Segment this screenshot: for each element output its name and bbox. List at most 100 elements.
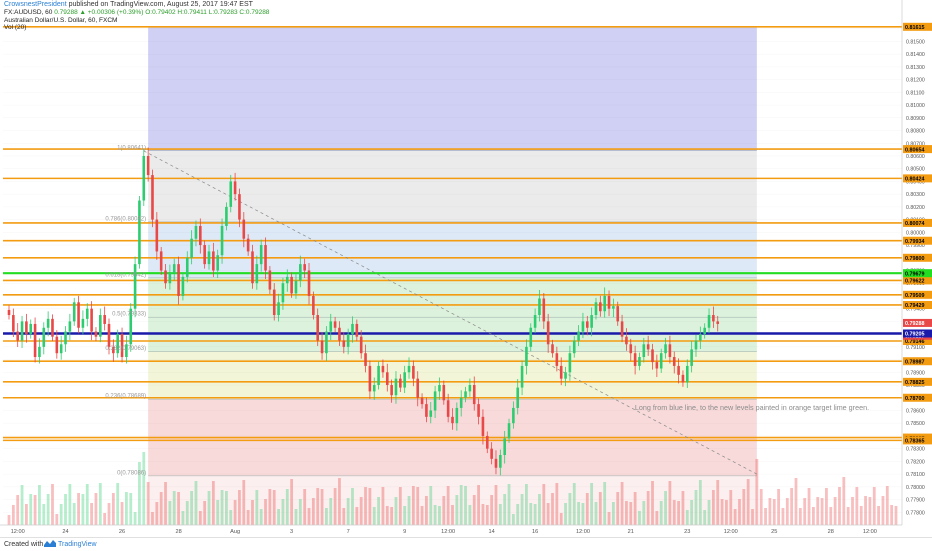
candle-body — [433, 391, 437, 411]
volume-bar — [351, 488, 354, 525]
quote-values: 0.79288 ▲ +0.00306 (+0.39%) O:0.79402 H:… — [54, 9, 270, 16]
volume-bar — [507, 484, 511, 525]
candle-body — [507, 423, 511, 439]
dashed-trend-line — [143, 150, 758, 475]
volume-bar — [472, 495, 476, 525]
price-chart[interactable]: 1(0.80641) 0.786(0.80082) 0.618(0.79642) 0.… — [0, 0, 932, 537]
volume-bar — [398, 487, 402, 525]
candle-body — [585, 321, 589, 328]
x-tick-label: 12:00 — [724, 529, 738, 535]
candle-body — [25, 321, 28, 335]
candle-body — [155, 219, 159, 252]
candle-body — [472, 385, 476, 405]
volume-bar — [372, 507, 376, 525]
candle-body — [203, 245, 206, 265]
candle-body — [12, 315, 15, 332]
volume-bar — [464, 486, 467, 525]
candle-body — [642, 344, 646, 358]
x-tick-label: 7 — [347, 529, 350, 535]
candle-body — [381, 365, 385, 373]
candle-body — [190, 238, 193, 258]
volume-bar — [433, 505, 437, 525]
orange-price-tag-bg — [903, 218, 932, 227]
candle-body — [107, 323, 111, 347]
candle-body — [51, 318, 54, 337]
volume-bar — [738, 499, 741, 525]
candle-body — [172, 264, 176, 274]
y-tick-label: 0.81000 — [906, 103, 925, 109]
volume-bar — [868, 497, 872, 525]
orange-price-tag: 0.80424 — [905, 177, 925, 183]
volume-bar — [811, 507, 815, 525]
quote-line: FX:AUDUSD, 60 0.79288 ▲ +0.00306 (+0.39%… — [4, 9, 269, 17]
candle-body — [29, 323, 33, 335]
candle-body — [307, 270, 311, 296]
volume-bar — [242, 480, 246, 525]
candle-body — [638, 357, 641, 366]
volume-bar — [851, 497, 854, 525]
volume-bar — [311, 498, 315, 525]
symbol-description: Australian Dollar/U.S. Dollar, 60, FXCM — [4, 16, 118, 24]
volume-bar — [68, 484, 72, 525]
candle-body — [668, 344, 672, 358]
current-price-tag-bg — [903, 318, 932, 327]
volume-bar — [64, 494, 67, 525]
volume-label[interactable]: Vol (20) — [4, 24, 27, 31]
volume-bar — [603, 482, 607, 525]
candle-body — [503, 438, 506, 456]
volume-bar — [577, 502, 580, 525]
lime-price-tag: 0.79679 — [905, 271, 925, 277]
volume-bar — [777, 489, 781, 525]
candle-body — [290, 276, 293, 294]
x-tick-label: 12:00 — [441, 529, 455, 535]
y-tick-label: 0.81400 — [906, 52, 925, 58]
candle-body — [481, 416, 485, 436]
fib-label-3: 0.5(0.79333) — [112, 312, 146, 318]
y-tick-label: 0.78800 — [906, 383, 925, 389]
volume-bar — [172, 491, 176, 525]
candle-body — [325, 331, 328, 354]
author-name[interactable]: CrowsnestPresident — [4, 1, 67, 8]
orange-price-tag: 0.78825 — [905, 380, 925, 386]
candle-body — [351, 323, 354, 335]
candle-body — [694, 340, 698, 350]
fib-zone-7 — [148, 475, 757, 525]
volume-bar — [107, 503, 111, 525]
candle-body — [703, 327, 706, 335]
symbol-label[interactable]: FX:AUDUSD, 60 — [4, 9, 53, 16]
volume-bar — [429, 486, 433, 525]
time-axis-bg — [0, 525, 932, 537]
candle-body — [207, 251, 211, 265]
volume-bar — [846, 507, 850, 525]
candle-body — [146, 155, 150, 176]
candle-body — [646, 344, 650, 350]
candle-body — [485, 435, 489, 449]
candle-body — [594, 302, 598, 316]
candle-body — [464, 391, 467, 398]
y-tick-label: 0.81200 — [906, 78, 925, 84]
volume-bar — [685, 510, 689, 525]
orange-price-tag: 0.80654 — [905, 147, 925, 153]
volume-bar — [616, 492, 620, 525]
candle-body — [459, 397, 463, 408]
candle-body — [81, 318, 85, 328]
candle-body — [512, 407, 515, 424]
x-tick-label: 12:00 — [863, 529, 877, 535]
y-tick-label: 0.80700 — [906, 141, 925, 147]
volume-bar — [664, 491, 667, 525]
orange-price-tag: 0.78987 — [905, 359, 925, 365]
volume-bar — [555, 483, 559, 525]
candle-body — [707, 315, 711, 328]
candle-body — [607, 295, 611, 309]
orange-price-tag: 0.79800 — [905, 256, 925, 262]
x-tick-label: 12:00 — [11, 529, 25, 535]
y-tick-label: 0.78900 — [906, 370, 925, 376]
volume-bar — [225, 491, 228, 525]
volume-bar — [559, 513, 563, 525]
candle-body — [672, 357, 676, 366]
tradingview-brand[interactable]: TradingView — [58, 541, 97, 548]
orange-price-tag: 0.79622 — [905, 279, 925, 285]
volume-bar — [377, 497, 380, 525]
candle-body — [520, 365, 524, 388]
candle-body — [116, 334, 120, 354]
